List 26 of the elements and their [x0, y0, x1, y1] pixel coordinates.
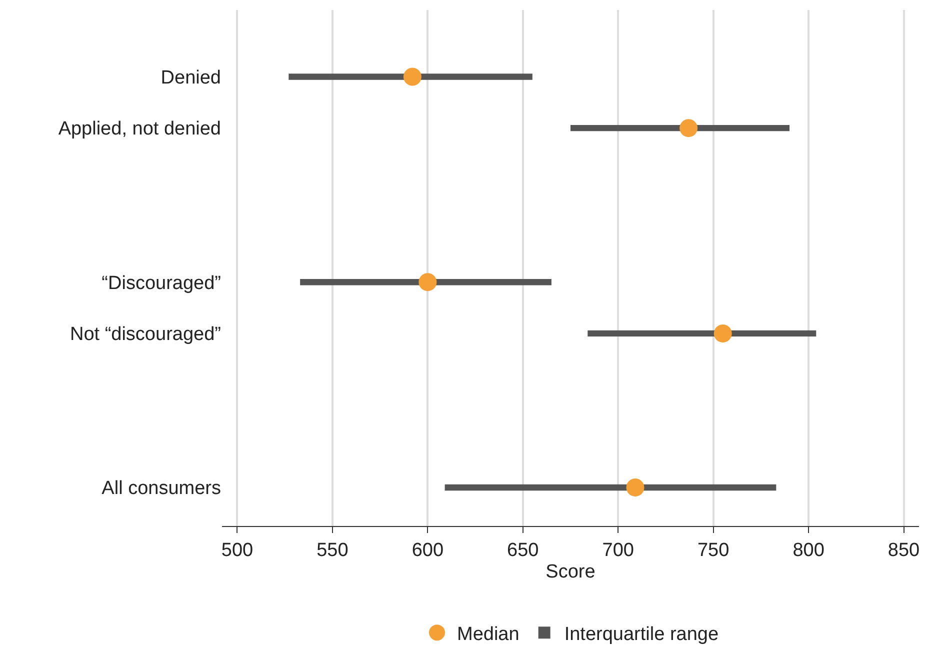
- point: [403, 68, 422, 86]
- bar: [288, 74, 532, 80]
- legend-label: Interquartile range: [564, 624, 719, 645]
- bar: [444, 484, 776, 491]
- x-tick-label: 550: [316, 540, 348, 561]
- x-tick-label: 650: [507, 540, 539, 561]
- x-tick-label: 600: [412, 540, 444, 561]
- bar: [588, 330, 816, 337]
- y-tick-label: “Discouraged”: [102, 272, 221, 294]
- y-tick-label: Denied: [160, 67, 221, 88]
- y-tick-label: All consumers: [102, 478, 221, 500]
- point: [626, 478, 644, 496]
- point: [714, 324, 732, 342]
- x-tick-label: 850: [888, 540, 920, 561]
- bar: [570, 125, 790, 132]
- y-tick-label: Not “discouraged”: [70, 324, 221, 346]
- y-tick-label: Applied, not denied: [58, 118, 221, 140]
- point: [418, 273, 437, 292]
- x-tick-label: 700: [602, 540, 634, 561]
- bar: [300, 279, 552, 286]
- legend-label: Median: [457, 624, 520, 645]
- x-tick-label: 500: [221, 540, 254, 561]
- x-tick-label: 750: [697, 540, 730, 561]
- x-tick-label: 800: [792, 540, 824, 561]
- x-axis-title: Score: [546, 562, 596, 583]
- point: [680, 119, 698, 138]
